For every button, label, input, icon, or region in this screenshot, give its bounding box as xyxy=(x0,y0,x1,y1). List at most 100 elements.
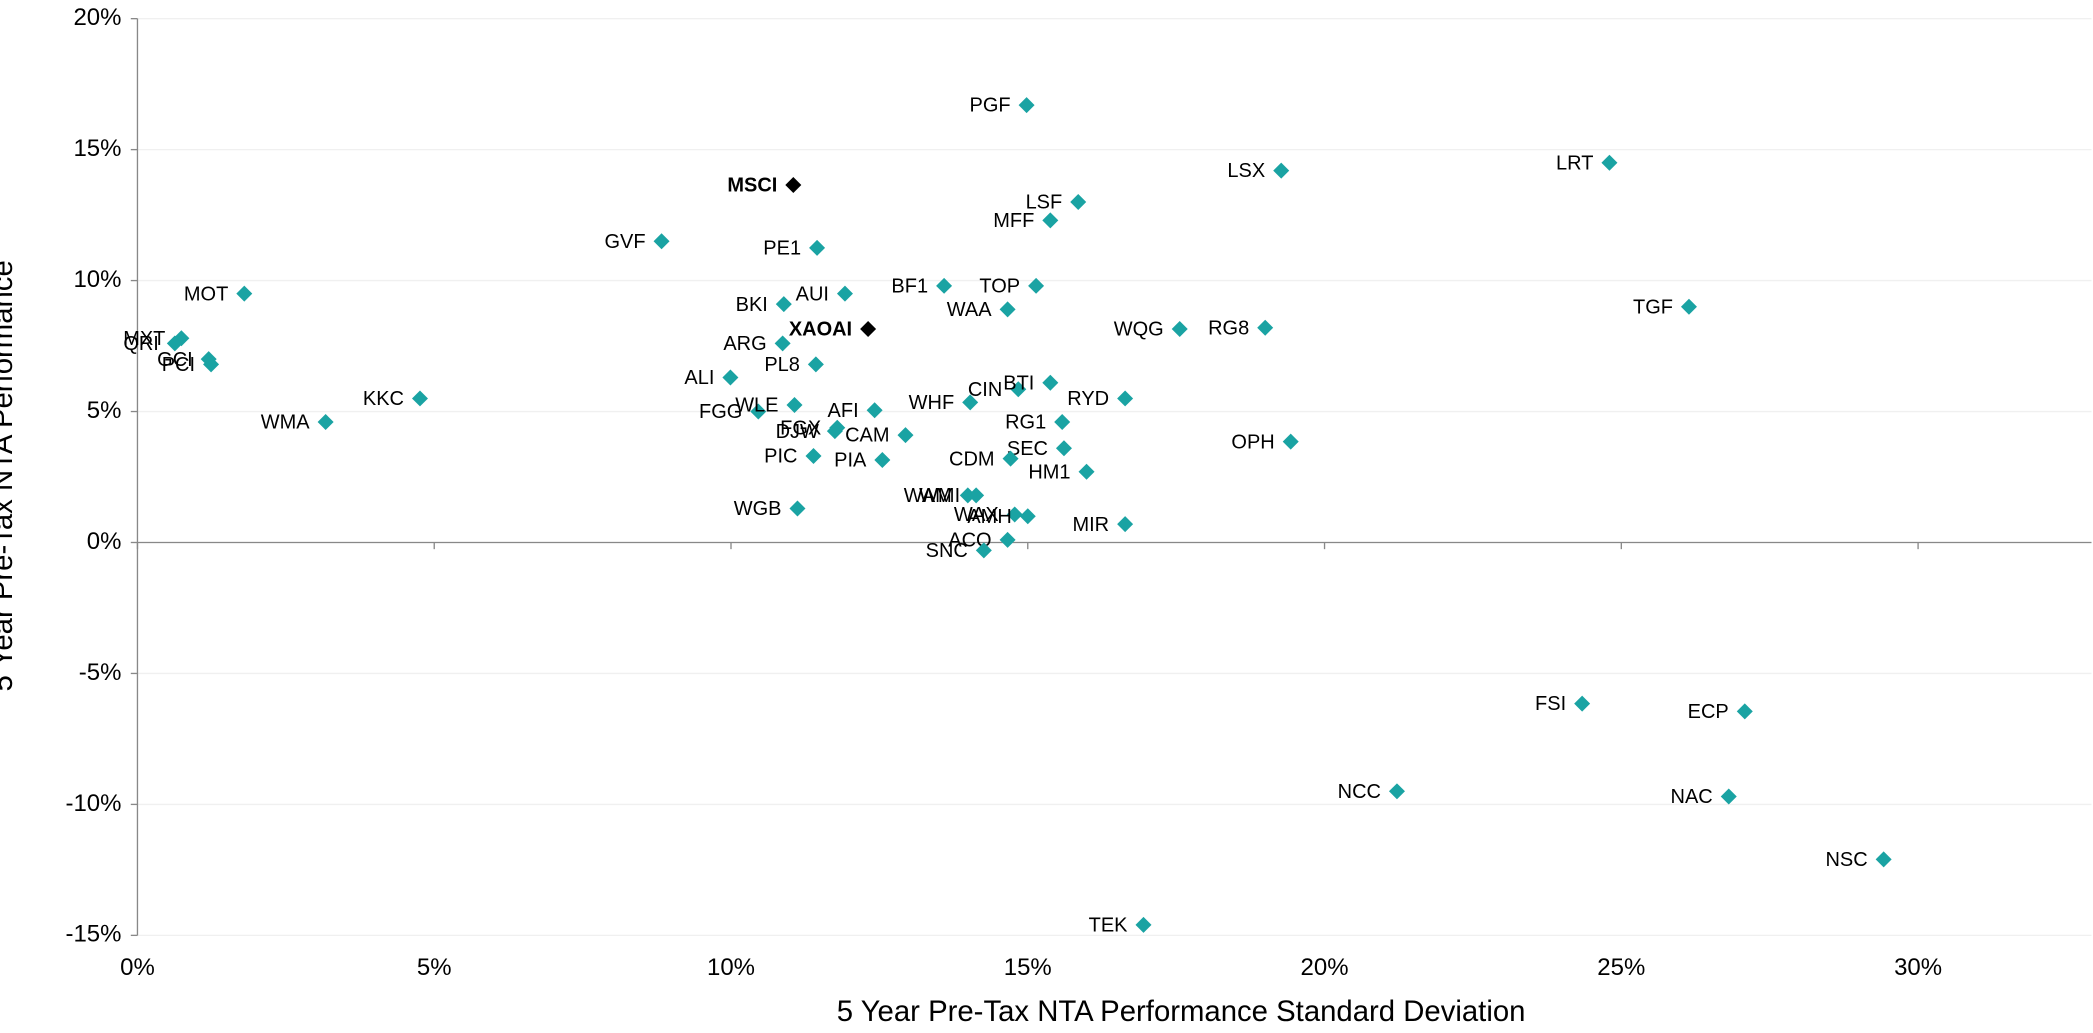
point-label: WLE xyxy=(735,395,778,417)
point-label: TGF xyxy=(1633,296,1673,318)
data-point xyxy=(317,414,334,431)
data-point xyxy=(774,335,791,352)
y-tick-label: -15% xyxy=(65,921,121,948)
point-label: MFF xyxy=(993,210,1034,232)
point-label: NCC xyxy=(1338,781,1381,803)
point-label: CIN xyxy=(968,379,1002,401)
point-label: MOT xyxy=(184,283,228,305)
data-point xyxy=(1720,788,1737,805)
data-point xyxy=(959,487,976,504)
point-label: BTI xyxy=(1003,372,1034,394)
point-label: MIR xyxy=(1072,514,1109,536)
data-point xyxy=(1070,194,1087,210)
data-point xyxy=(826,423,843,440)
y-tick-label: 15% xyxy=(73,135,121,162)
y-tick-label: 20% xyxy=(73,4,121,31)
data-point xyxy=(173,330,190,347)
point-label: PCI xyxy=(162,354,195,376)
data-point xyxy=(1054,414,1071,431)
data-point xyxy=(866,402,883,419)
data-point xyxy=(1875,851,1892,868)
data-point xyxy=(897,427,914,444)
x-tick-label: 10% xyxy=(707,954,755,981)
data-point xyxy=(1257,319,1274,336)
data-point xyxy=(999,531,1016,548)
point-label: QRI xyxy=(123,333,159,355)
point-label: SEC xyxy=(1007,438,1048,460)
point-label: FSI xyxy=(1535,693,1566,715)
data-point xyxy=(1388,783,1405,800)
point-label: WAM xyxy=(904,485,952,507)
data-point xyxy=(1018,97,1035,114)
data-point xyxy=(809,239,826,256)
data-point xyxy=(653,233,670,250)
data-point xyxy=(1273,162,1290,179)
point-label: KKC xyxy=(363,388,404,410)
data-point xyxy=(1019,508,1036,525)
x-tick-label: 20% xyxy=(1301,954,1349,981)
data-point xyxy=(805,448,822,465)
point-label: AFI xyxy=(828,400,859,422)
x-tick-label: 15% xyxy=(1004,954,1052,981)
data-point xyxy=(1574,695,1591,712)
point-label: PIC xyxy=(764,446,797,468)
point-label: WAX xyxy=(954,504,999,526)
point-label: WMA xyxy=(261,412,311,434)
point-label: ALI xyxy=(684,367,714,389)
point-label: LSX xyxy=(1227,160,1265,182)
data-point xyxy=(1601,154,1618,171)
data-point xyxy=(1736,703,1753,720)
data-point xyxy=(785,176,802,193)
point-label: NSC xyxy=(1825,849,1867,871)
data-point xyxy=(1282,433,1299,450)
y-tick-label: -10% xyxy=(65,790,121,817)
data-point xyxy=(836,285,853,302)
y-tick-label: 0% xyxy=(87,528,122,555)
data-point xyxy=(1117,390,1134,407)
data-point xyxy=(411,390,428,407)
point-label: CDM xyxy=(949,448,995,470)
data-point xyxy=(962,394,979,411)
x-tick-label: 30% xyxy=(1894,954,1942,981)
data-point xyxy=(968,487,985,504)
point-label: FGX xyxy=(780,417,821,439)
point-label: OPH xyxy=(1231,431,1274,453)
y-tick-label: 5% xyxy=(87,397,122,424)
x-tick-label: 0% xyxy=(120,954,155,981)
point-label: WHF xyxy=(909,392,955,414)
data-point xyxy=(789,500,806,517)
point-label: AMH xyxy=(967,506,1011,528)
point-label: PGF xyxy=(969,95,1010,117)
data-point xyxy=(236,285,253,302)
point-label: RG8 xyxy=(1208,317,1249,339)
point-label: ARG xyxy=(723,333,766,355)
point-label: MXT xyxy=(123,328,165,350)
point-label: GCI xyxy=(157,349,193,371)
point-label: AUI xyxy=(796,283,829,305)
point-label: LRT xyxy=(1556,152,1593,174)
point-label: MSCI xyxy=(727,175,777,197)
point-label: NAC xyxy=(1671,786,1713,808)
y-tick-label: -5% xyxy=(79,659,122,686)
point-label: BKI xyxy=(736,294,768,316)
point-label: WQG xyxy=(1114,319,1164,341)
data-point xyxy=(1117,516,1134,533)
point-label: TEK xyxy=(1089,915,1129,937)
point-label: DJW xyxy=(776,421,819,443)
data-point xyxy=(1078,463,1095,480)
data-point xyxy=(750,403,767,420)
data-point xyxy=(1055,440,1072,457)
data-point xyxy=(1006,506,1023,523)
x-axis-label: 5 Year Pre-Tax NTA Performance Standard … xyxy=(837,995,1526,1028)
data-point xyxy=(874,451,891,468)
point-label: RYD xyxy=(1067,388,1109,410)
data-point xyxy=(860,321,877,338)
data-point xyxy=(1002,450,1019,467)
data-point xyxy=(1171,321,1188,338)
y-tick-label: 10% xyxy=(73,266,121,293)
x-tick-label: 25% xyxy=(1597,954,1645,981)
point-label: FGG xyxy=(699,401,742,423)
data-point xyxy=(786,396,803,413)
